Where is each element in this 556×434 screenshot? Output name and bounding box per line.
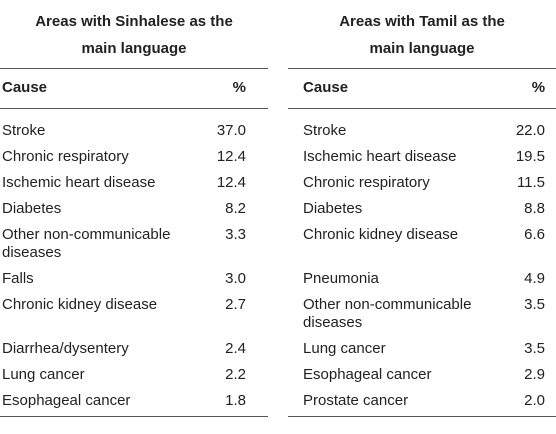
column-header: % (488, 68, 556, 109)
gap (268, 222, 288, 266)
row: Stroke 37.0 Stroke 22.0 (0, 109, 556, 145)
cause-cell: Other non-communicable diseases (303, 296, 472, 331)
title-row: Areas with Sinhalese as the main language… (0, 0, 556, 69)
gap (268, 266, 288, 292)
cause-cell: Prostate cancer (288, 388, 489, 417)
cause-cell: Other non-communicable diseases (2, 226, 171, 261)
column-header: Cause (0, 68, 195, 109)
cause-cell: Falls (2, 270, 34, 287)
cause-cell: Diabetes (303, 200, 363, 217)
cause-cell: Stroke (2, 122, 46, 139)
percent-cell: 4.9 (524, 270, 546, 287)
cause-cell: Stroke (303, 122, 347, 139)
gap (268, 388, 288, 417)
gap (268, 69, 288, 109)
cause-cell: Ischemic heart disease (303, 148, 457, 165)
title-line: main language (81, 40, 187, 57)
group-title: Areas with Sinhalese as the main language (0, 0, 269, 69)
percent-cell: 2.0 (488, 388, 556, 417)
percent-cell: 12.4 (216, 148, 247, 165)
gap (268, 362, 288, 388)
cause-cell: Ischemic heart disease (2, 174, 156, 191)
cause-cell: Lung cancer (2, 366, 85, 383)
cause-cell: Chronic kidney disease (2, 296, 158, 313)
row: Chronic kidney disease 2.7 Other non-commu… (0, 292, 556, 336)
percent-cell: 2.7 (225, 296, 247, 313)
percent-cell: 19.5 (515, 148, 546, 165)
percent-cell: 12.4 (216, 174, 247, 191)
percent-cell: 11.5 (516, 174, 546, 191)
percent-cell: 2.4 (225, 340, 247, 357)
group-title: Areas with Tamil as the main language (288, 0, 556, 69)
gap (268, 0, 288, 69)
table: Areas with Sinhalese as the main language… (0, 0, 556, 417)
cause-cell: Chronic respiratory (303, 174, 430, 191)
percent-cell: 3.0 (225, 270, 247, 287)
percent-cell: 22.0 (515, 122, 546, 139)
cause-cell: Lung cancer (303, 340, 386, 357)
row: Ischemic heart disease 12.4 Chronic respir… (0, 170, 556, 196)
row: Other non-communicable diseases 3.3 Chroni… (0, 222, 556, 266)
gap (268, 336, 288, 362)
table-body: Areas with Sinhalese as the main language… (0, 0, 556, 417)
percent-cell: 8.8 (524, 200, 546, 217)
header-row: Cause% Cause% (0, 68, 556, 109)
row: Lung cancer 2.2 Esophageal cancer 2.9 (0, 362, 556, 388)
gap (268, 144, 288, 170)
percent-cell: 8.2 (225, 200, 247, 217)
row: Falls 3.0 Pneumonia 4.9 (0, 266, 556, 292)
row: Chronic respiratory 12.4 Ischemic heart di… (0, 144, 556, 170)
row: Diarrhea/dysentery 2.4 Lung cancer 3.5 (0, 336, 556, 362)
cause-cell: Esophageal cancer (303, 366, 432, 383)
title-line: Areas with Sinhalese as the (35, 13, 233, 30)
column-header: % (195, 68, 269, 109)
row: Esophageal cancer 1.8 Prostate cancer 2.0 (0, 388, 556, 417)
percent-cell: 3.5 (524, 340, 546, 357)
percent-cell: 1.8 (195, 388, 269, 417)
percent-cell: 37.0 (216, 122, 247, 139)
gap (268, 196, 288, 222)
percent-cell: 6.6 (524, 226, 546, 243)
row: Diabetes 8.2 Diabetes 8.8 (0, 196, 556, 222)
percent-cell: 2.2 (225, 366, 247, 383)
gap (268, 170, 288, 196)
cause-cell: Esophageal cancer (0, 388, 195, 417)
title-line: main language (369, 40, 475, 57)
percent-cell: 2.9 (524, 366, 546, 383)
gap (268, 292, 288, 336)
cause-cell: Diarrhea/dysentery (2, 340, 129, 357)
cause-cell: Chronic respiratory (2, 148, 129, 165)
cause-cell: Chronic kidney disease (303, 226, 459, 243)
gap (268, 109, 288, 145)
title-line: Areas with Tamil as the (339, 13, 505, 30)
cause-cell: Pneumonia (303, 270, 379, 287)
cause-cell: Diabetes (2, 200, 62, 217)
percent-cell: 3.3 (225, 226, 247, 243)
column-header: Cause (288, 68, 489, 109)
percent-cell: 3.5 (524, 296, 546, 313)
